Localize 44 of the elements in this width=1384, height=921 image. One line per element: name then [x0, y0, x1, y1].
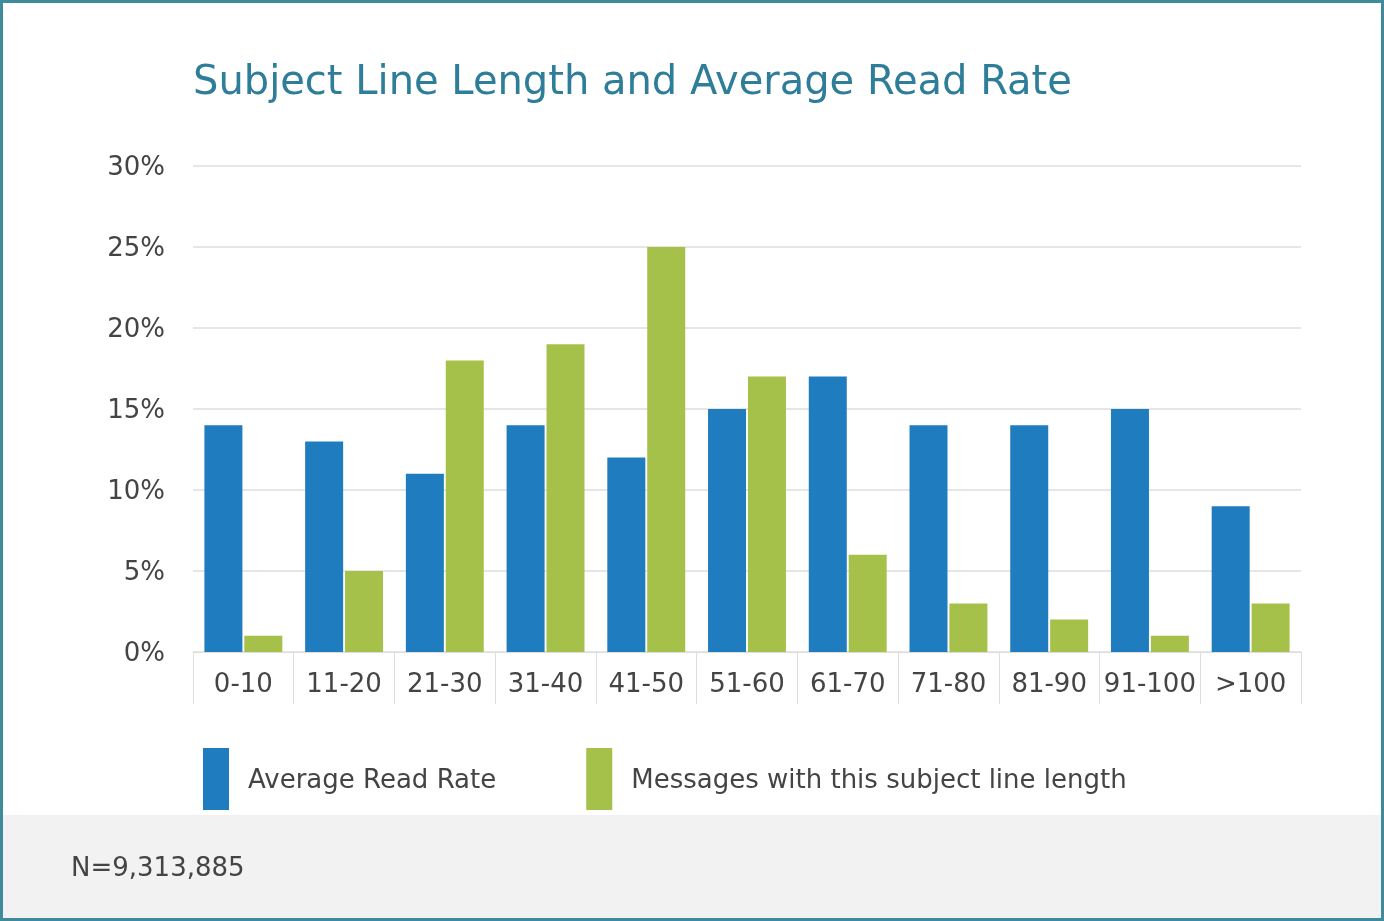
y-tick-label: 15%: [107, 394, 165, 424]
x-tick-label: 71-80: [910, 668, 987, 698]
bar: [546, 344, 585, 652]
x-tick-label: 11-20: [306, 668, 382, 698]
legend-label: Messages with this subject line length: [631, 764, 1127, 794]
x-tick-label: >100: [1214, 668, 1287, 698]
bar: [506, 425, 545, 652]
y-tick-label: 10%: [107, 475, 165, 505]
x-tick-label: 51-60: [709, 668, 785, 698]
bar: [808, 376, 847, 652]
x-tick-label: 61-70: [809, 668, 886, 698]
bar: [1110, 409, 1149, 652]
bar: [305, 441, 344, 652]
bar: [708, 409, 747, 652]
bar: [345, 571, 384, 652]
legend-label: Average Read Rate: [248, 764, 497, 794]
text: N=9,313,885: [71, 851, 245, 882]
y-tick-label: 25%: [107, 232, 165, 262]
x-tick-label: 0-10: [213, 668, 273, 698]
bar: [949, 603, 988, 652]
bar: [1211, 506, 1250, 652]
x-tick-label: 41-50: [608, 668, 685, 698]
y-tick-label: 30%: [107, 151, 165, 181]
bar: [445, 360, 484, 652]
bar: [204, 425, 243, 652]
bar: [1251, 603, 1290, 652]
bar: [1010, 425, 1049, 652]
bar: [1150, 635, 1189, 652]
x-tick-label: 31-40: [507, 668, 584, 698]
bar: [647, 247, 686, 652]
bar: [244, 635, 283, 652]
x-tick-label: 81-90: [1011, 668, 1087, 698]
y-tick-label: 5%: [123, 556, 165, 586]
bar: [747, 376, 786, 652]
bar: [405, 473, 444, 652]
bar: [909, 425, 948, 652]
y-tick-label: 20%: [107, 313, 165, 343]
bar: [607, 457, 646, 652]
x-tick-label: 91-100: [1103, 668, 1196, 698]
chart-title: Subject Line Length and Average Read Rate: [193, 57, 1072, 103]
bar: [1050, 619, 1089, 652]
x-tick-label: 21-30: [407, 668, 483, 698]
bar: [848, 554, 887, 652]
y-tick-label: 0%: [123, 637, 165, 667]
